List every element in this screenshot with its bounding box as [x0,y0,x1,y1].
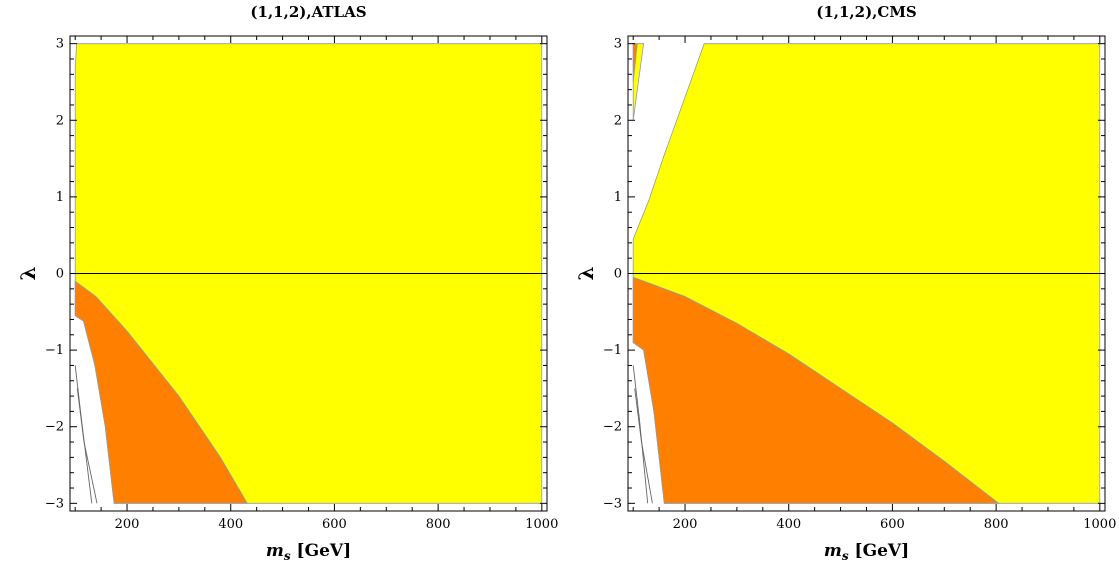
contour-line-1 [632,365,649,504]
chart-panel-2: 200 400 600 800 1000 −3 −2 −1 0 1 2 3 (1,1,2),CMS ms … [574,3,1116,563]
y-tick-label: 2 [56,113,64,128]
y-tick-label: −2 [45,420,64,435]
y-tick-label: 3 [56,37,64,52]
y-tick-label: −3 [45,496,64,511]
y-tick-label: −1 [45,343,64,358]
y-tick-label: −1 [603,343,622,358]
upper-orange-sliver [632,43,638,83]
y-tick-label: 0 [56,267,64,282]
orange-region [632,276,1000,504]
x-tick-label: 400 [218,517,243,532]
x-tick-label: 200 [673,517,698,532]
orange-region [74,280,248,504]
chart-title: (1,1,2),CMS [816,3,917,21]
y-tick-label: 2 [614,113,622,128]
contour-line-2 [76,388,98,504]
x-tick-label: 400 [776,517,801,532]
x-tick-label: 600 [322,517,347,532]
x-tick-label: 1000 [525,517,558,532]
y-tick-label: −3 [603,496,622,511]
x-tick-label: 600 [880,517,905,532]
x-tick-label: 800 [984,517,1009,532]
white-sliver [75,357,102,504]
y-tick-label: 1 [56,190,64,205]
x-tick-label: 800 [426,517,451,532]
chart-panel-1: 200 400 600 800 1000 −3 −2 −1 0 1 2 3 (1,1,2),ATLAS m… [16,3,558,563]
contour-line-2 [634,388,653,504]
y-tick-label: 0 [614,267,622,282]
x-tick-label: 1000 [1083,517,1116,532]
y-tick-label: 3 [614,37,622,52]
y-tick-label: 1 [614,190,622,205]
x-tick-label: 200 [115,517,140,532]
x-axis-label: ms [GeV] [824,541,909,563]
y-axis-label: λ [574,266,598,280]
chart-title: (1,1,2),ATLAS [250,3,366,21]
y-axis-label: λ [16,266,40,280]
y-tick-label: −2 [603,420,622,435]
white-sliver [633,365,654,504]
x-axis-label: ms [GeV] [266,541,351,563]
contour-line-1 [74,365,93,504]
